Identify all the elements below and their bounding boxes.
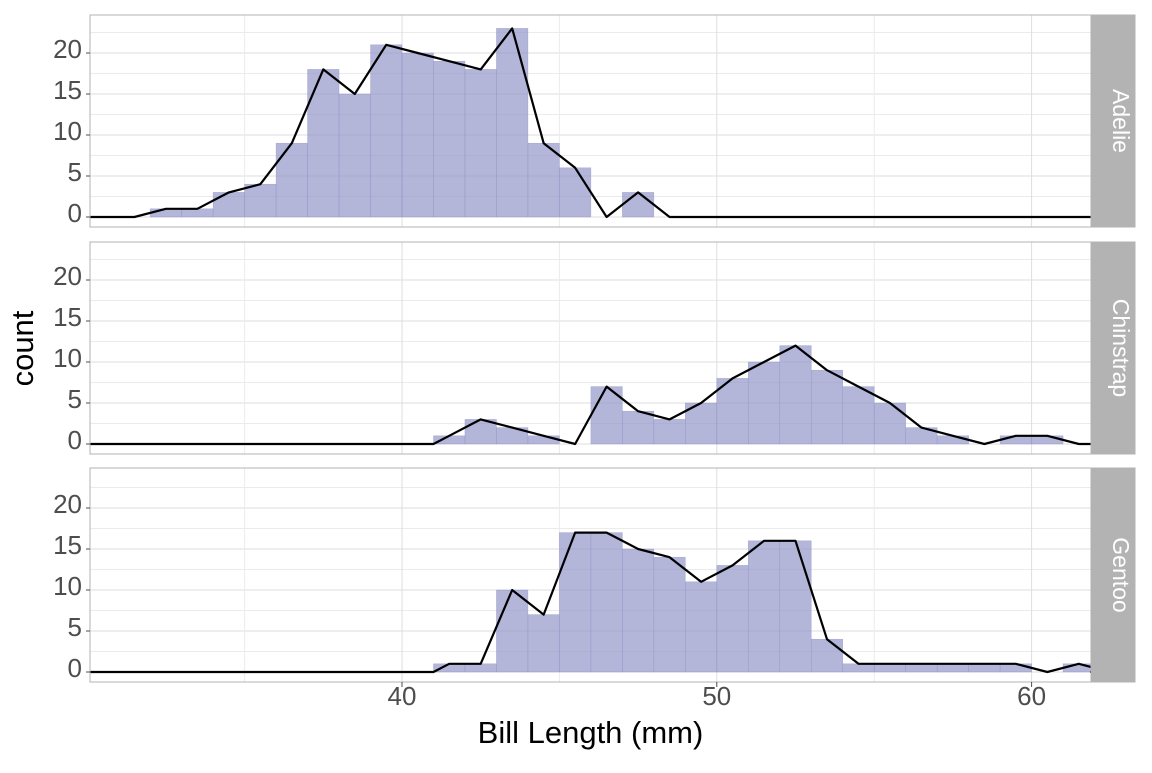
svg-text:5: 5	[68, 612, 82, 642]
svg-text:0: 0	[68, 425, 82, 455]
svg-text:Chinstrap: Chinstrap	[1108, 299, 1134, 397]
svg-text:10: 10	[53, 571, 82, 601]
svg-text:Adelie: Adelie	[1108, 89, 1134, 153]
svg-text:50: 50	[702, 681, 731, 711]
svg-text:60: 60	[1017, 681, 1046, 711]
svg-text:15: 15	[53, 75, 82, 105]
svg-text:20: 20	[53, 261, 82, 291]
svg-text:20: 20	[53, 34, 82, 64]
svg-text:Gentoo: Gentoo	[1108, 537, 1134, 612]
svg-text:0: 0	[68, 653, 82, 683]
svg-text:15: 15	[53, 302, 82, 332]
svg-text:5: 5	[68, 384, 82, 414]
svg-text:15: 15	[53, 530, 82, 560]
svg-text:10: 10	[53, 343, 82, 373]
svg-text:10: 10	[53, 116, 82, 146]
svg-text:Bill Length (mm): Bill Length (mm)	[478, 715, 704, 750]
svg-text:5: 5	[68, 157, 82, 187]
svg-text:count: count	[5, 310, 40, 386]
svg-text:20: 20	[53, 489, 82, 519]
svg-text:40: 40	[388, 681, 417, 711]
svg-text:0: 0	[68, 198, 82, 228]
